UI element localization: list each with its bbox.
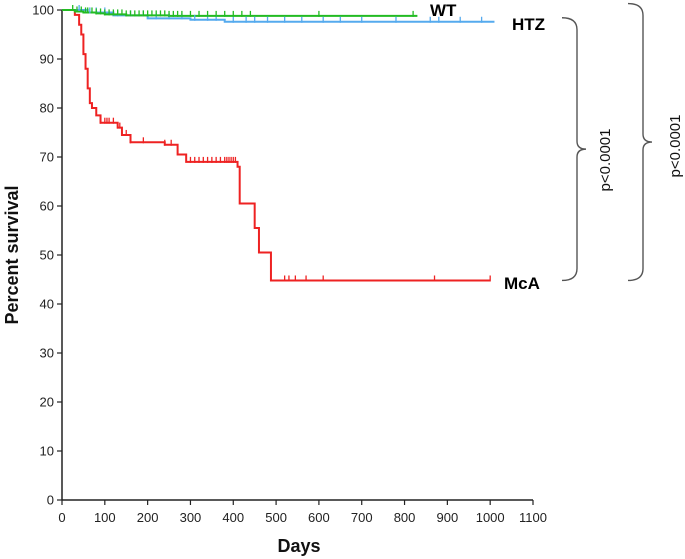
y-tick-label-60: 60	[40, 199, 54, 214]
x-tick-label-100: 100	[94, 510, 116, 525]
y-tick-label-0: 0	[47, 493, 54, 508]
series-group	[62, 9, 495, 282]
significance-brackets	[561, 2, 653, 282]
x-axis-title: Days	[277, 536, 320, 556]
x-tick-label-300: 300	[180, 510, 202, 525]
y-tick-label-90: 90	[40, 52, 54, 67]
censor-marks-group	[72, 5, 491, 282]
axes: 0 100 200 300 400 500 600 700 800 900 1000 1100 0 10 2…	[32, 3, 547, 526]
bracket-wt-vs-mca	[627, 2, 653, 282]
x-tick-label-1100: 1100	[519, 510, 547, 525]
series-label-htz: HTZ	[512, 15, 545, 34]
x-tick-label-0: 0	[58, 510, 65, 525]
y-tick-label-40: 40	[40, 297, 54, 312]
x-tick-label-1000: 1000	[476, 510, 505, 525]
y-axis-title: Percent survival	[2, 185, 22, 324]
p-value-htz-vs-mca: p<0.0001	[597, 129, 614, 192]
x-tick-label-500: 500	[265, 510, 287, 525]
y-tick-label-20: 20	[40, 395, 54, 410]
series-label-wt: WT	[430, 1, 457, 20]
y-tick-label-30: 30	[40, 346, 54, 361]
y-tick-label-10: 10	[40, 444, 54, 459]
y-tick-label-70: 70	[40, 150, 54, 165]
x-tick-label-800: 800	[394, 510, 416, 525]
x-tick-label-900: 900	[437, 510, 459, 525]
bracket-htz-vs-mca	[561, 17, 587, 282]
x-tick-label-700: 700	[351, 510, 373, 525]
x-tick-label-600: 600	[308, 510, 330, 525]
y-tick-label-100: 100	[32, 3, 54, 18]
y-tick-label-80: 80	[40, 101, 54, 116]
x-tick-label-400: 400	[222, 510, 244, 525]
series-line-mca	[62, 9, 491, 282]
x-tick-label-200: 200	[137, 510, 159, 525]
y-tick-label-50: 50	[40, 248, 54, 263]
p-value-wt-vs-mca: p<0.0001	[667, 115, 684, 178]
series-line-wt	[62, 9, 418, 17]
series-label-mca: McA	[504, 274, 540, 293]
